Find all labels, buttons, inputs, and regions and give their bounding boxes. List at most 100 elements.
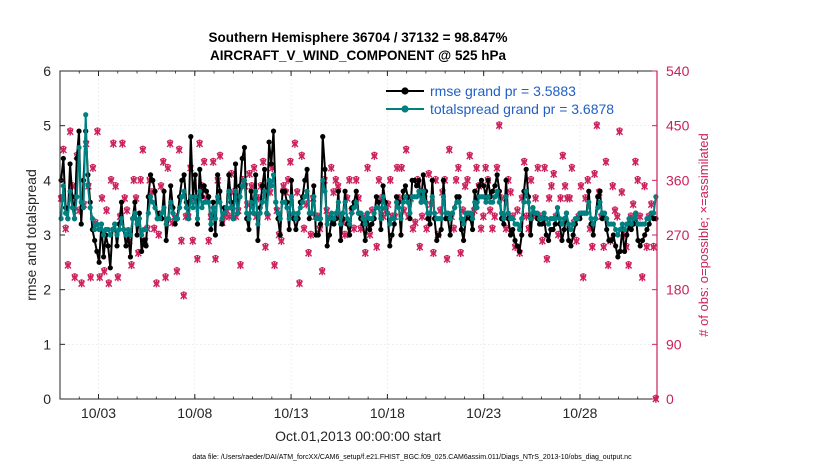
totalspread-point bbox=[139, 232, 145, 238]
rmse-point bbox=[519, 232, 525, 238]
rmse-point bbox=[425, 216, 431, 222]
rmse-point bbox=[639, 237, 646, 244]
rmse-point bbox=[507, 232, 514, 238]
totalspread-point bbox=[496, 199, 502, 205]
rmse-point bbox=[617, 248, 623, 254]
totalspread-point bbox=[219, 216, 225, 222]
totalspread-point bbox=[617, 226, 623, 233]
rmse-point bbox=[376, 199, 382, 205]
footer-data-file: data file: /Users/raeder/DAI/ATM_forcXX/… bbox=[192, 454, 632, 461]
totalspread-point bbox=[257, 210, 263, 216]
y-right-tick-label: 540 bbox=[666, 63, 690, 79]
totalspread-point bbox=[391, 216, 397, 222]
obs-assimilated-marker bbox=[513, 206, 521, 215]
totalspread-point bbox=[215, 194, 221, 200]
y-tick-label: 5 bbox=[43, 118, 51, 134]
obs-assimilated-marker bbox=[643, 243, 651, 251]
totalspread-point bbox=[244, 210, 250, 216]
obs-assimilated-marker bbox=[418, 212, 426, 221]
totalspread-point bbox=[143, 226, 149, 233]
rmse-point bbox=[203, 188, 210, 194]
y-axis-label: rmse and totalspread bbox=[23, 169, 39, 301]
totalspread-point bbox=[376, 205, 382, 211]
rmse-point bbox=[141, 237, 147, 244]
x-tick-label: 10/28 bbox=[562, 405, 597, 421]
totalspread-point bbox=[342, 199, 348, 205]
obs-assimilated-marker bbox=[398, 164, 406, 172]
rmse-point bbox=[512, 237, 518, 244]
obs-assimilated-marker bbox=[137, 176, 145, 185]
obs-assimilated-marker bbox=[461, 182, 469, 191]
totalspread-point bbox=[338, 221, 344, 227]
totalspread-point bbox=[67, 188, 73, 194]
totalspread-point bbox=[114, 232, 120, 238]
totalspread-point bbox=[326, 216, 333, 222]
obs-assimilated-marker bbox=[78, 279, 86, 288]
obs-assimilated-marker bbox=[173, 267, 181, 276]
rmse-point bbox=[306, 216, 312, 222]
obs-assimilated-marker bbox=[486, 206, 494, 215]
rmse-point bbox=[472, 188, 478, 194]
totalspread-point bbox=[273, 199, 279, 205]
rmse-point bbox=[440, 177, 447, 183]
obs-assimilated-marker bbox=[454, 164, 462, 172]
totalspread-point bbox=[302, 194, 308, 200]
rmse-point bbox=[561, 226, 567, 233]
totalspread-point bbox=[351, 205, 357, 211]
totalspread-point bbox=[431, 210, 438, 216]
totalspread-point bbox=[246, 216, 252, 222]
rmse-point bbox=[324, 243, 330, 249]
rmse-point bbox=[478, 177, 485, 183]
totalspread-point bbox=[320, 177, 326, 183]
rmse-point bbox=[514, 243, 520, 249]
totalspread-point bbox=[519, 216, 525, 222]
obs-assimilated-marker bbox=[105, 279, 113, 288]
totalspread-point bbox=[521, 199, 527, 205]
rmse-point bbox=[637, 243, 643, 249]
obs-assimilated-marker bbox=[87, 273, 95, 282]
rmse-point bbox=[277, 232, 283, 238]
rmse-point bbox=[101, 254, 107, 260]
rmse-point bbox=[217, 188, 223, 194]
totalspread-point bbox=[588, 216, 594, 222]
totalspread-point bbox=[651, 210, 657, 216]
totalspread-point bbox=[528, 216, 534, 222]
rmse-point bbox=[105, 243, 111, 249]
rmse-point bbox=[259, 183, 265, 189]
totalspread-point bbox=[208, 221, 214, 227]
obs-assimilated-marker bbox=[271, 261, 279, 270]
rmse-point bbox=[92, 237, 98, 244]
obs-assimilated-marker bbox=[629, 200, 637, 209]
totalspread-point bbox=[405, 199, 411, 205]
totalspread-point bbox=[228, 205, 234, 211]
axes: 10/03 10/08 10/13 10/18 10/23 10/28 0 1 2 3 4 5 6 0 90… bbox=[43, 63, 689, 421]
totalspread-point bbox=[624, 221, 630, 227]
totalspread-point bbox=[288, 194, 295, 200]
totalspread-point bbox=[132, 210, 138, 216]
rmse-point bbox=[416, 177, 422, 183]
obs-assimilated-marker bbox=[604, 261, 612, 270]
totalspread-point bbox=[586, 199, 592, 205]
rmse-point bbox=[389, 232, 395, 238]
obs-assimilated-marker bbox=[402, 146, 410, 154]
obs-assimilated-marker bbox=[286, 158, 294, 166]
obs-assimilated-marker bbox=[364, 164, 372, 172]
rmse-point bbox=[550, 226, 556, 233]
obs-assimilated-marker bbox=[445, 146, 453, 154]
legend-spread-marker bbox=[401, 105, 409, 113]
totalspread-point bbox=[503, 194, 509, 200]
obs-assimilated-marker bbox=[261, 243, 269, 251]
totalspread-point bbox=[177, 205, 183, 211]
rmse-point bbox=[644, 226, 650, 233]
totalspread-point bbox=[534, 210, 540, 216]
totalspread-point bbox=[554, 205, 561, 211]
rmse-point bbox=[78, 221, 84, 227]
obs-assimilated-marker bbox=[375, 176, 383, 185]
totalspread-point bbox=[190, 205, 196, 211]
rmse-point bbox=[420, 172, 426, 178]
totalspread-point bbox=[452, 205, 458, 211]
rmse-point bbox=[646, 221, 652, 227]
totalspread-point bbox=[362, 221, 368, 227]
totalspread-point bbox=[147, 194, 154, 200]
obs-assimilated-marker bbox=[157, 182, 165, 191]
